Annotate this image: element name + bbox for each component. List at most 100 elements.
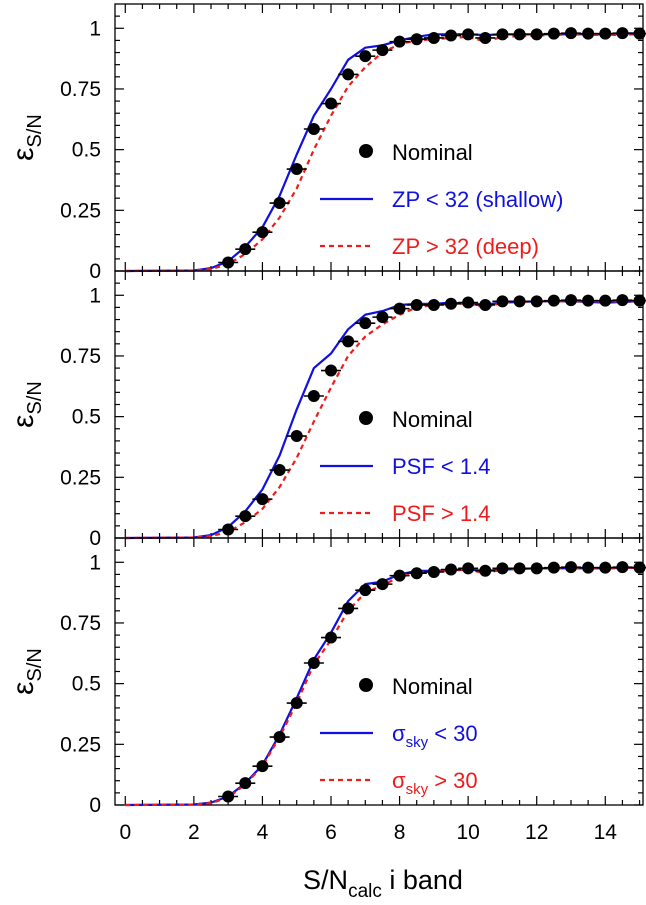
nominal-point	[290, 163, 303, 176]
legend-marker-nominal	[359, 678, 373, 692]
y-axis-symbol: ε	[7, 147, 40, 160]
legend-label-low: ZP < 32 (shallow)	[392, 187, 563, 212]
nominal-point	[496, 295, 509, 308]
nominal-point	[616, 561, 629, 574]
nominal-point	[633, 294, 646, 307]
nominal-point	[599, 27, 612, 40]
nominal-point	[547, 561, 560, 574]
nominal-point	[565, 294, 577, 307]
nominal-point	[462, 296, 475, 309]
y-axis-title: εS/N	[7, 381, 46, 428]
x-axis-subscript: calc	[348, 881, 382, 902]
x-tick-label: 2	[188, 821, 200, 844]
legend-suffix: > 1.4	[435, 501, 491, 526]
nominal-point	[359, 50, 372, 63]
y-tick-label: 0.75	[60, 345, 101, 368]
nominal-point	[307, 390, 320, 403]
series-line-low	[125, 300, 640, 540]
nominal-point	[530, 562, 543, 575]
y-tick-label: 0.5	[72, 673, 101, 696]
y-axis-symbol: ε	[7, 414, 40, 427]
legend-marker-nominal	[359, 144, 373, 158]
y-tick-label: 0	[89, 260, 101, 283]
nominal-point	[342, 68, 355, 81]
legend-subscript: sky	[406, 781, 429, 798]
legend-label-high: ZP > 32 (deep)	[392, 234, 539, 259]
nominal-point	[582, 27, 595, 40]
series-line-high	[125, 300, 640, 540]
legend-prefix: PSF	[392, 501, 435, 526]
nominal-point	[222, 256, 235, 269]
nominal-point	[307, 123, 320, 136]
nominal-point	[410, 567, 423, 580]
legend-suffix: < 32 (shallow)	[420, 187, 564, 212]
plot-frame	[114, 3, 644, 272]
nominal-point	[256, 226, 269, 239]
nominal-point	[427, 565, 440, 578]
plot-frame	[114, 537, 644, 806]
x-tick-label: 10	[456, 821, 479, 844]
nominal-point	[547, 27, 560, 40]
nominal-point	[290, 697, 303, 710]
nominal-point	[513, 562, 526, 575]
nominal-point	[239, 777, 252, 790]
legend-label-high: σsky > 30	[392, 768, 478, 798]
nominal-point	[427, 31, 440, 44]
legend-suffix: < 30	[428, 721, 478, 746]
nominal-point	[513, 28, 526, 41]
nominal-point	[479, 31, 492, 44]
y-axis-subscript: S/N	[24, 648, 46, 681]
nominal-point	[530, 295, 543, 308]
y-axis-subscript: S/N	[24, 381, 46, 414]
nominal-point	[376, 44, 389, 57]
nominal-point	[393, 569, 406, 582]
nominal-point	[479, 564, 492, 577]
nominal-point	[410, 298, 423, 311]
x-axis-title: S/Ncalc i band	[303, 865, 463, 902]
nominal-point	[239, 243, 252, 256]
x-tick-label: 8	[394, 821, 406, 844]
legend-suffix: < 1.4	[435, 454, 491, 479]
nominal-point	[393, 302, 406, 315]
x-tick-label: 12	[525, 821, 548, 844]
y-tick-label: 1	[89, 284, 101, 307]
legend-label-low: PSF < 1.4	[392, 454, 490, 479]
x-tick-label: 14	[594, 821, 618, 844]
nominal-point	[359, 317, 372, 330]
nominal-point	[582, 294, 595, 307]
y-axis-title: εS/N	[7, 114, 46, 161]
y-tick-label: 0	[89, 527, 101, 550]
nominal-point	[496, 562, 509, 575]
series-line-high	[125, 33, 640, 273]
nominal-point	[376, 578, 389, 591]
y-tick-label: 0.75	[60, 612, 101, 635]
nominal-point	[565, 561, 577, 574]
y-tick-label: 0.75	[60, 78, 101, 101]
legend-suffix: > 30	[428, 768, 478, 793]
nominal-point	[582, 561, 595, 574]
nominal-point	[222, 523, 235, 536]
nominal-point	[273, 197, 286, 210]
nominal-point	[616, 294, 629, 307]
nominal-point	[359, 584, 372, 597]
nominal-point	[427, 298, 440, 311]
legend-prefix: ZP	[392, 234, 420, 259]
nominal-point	[393, 35, 406, 48]
y-axis-symbol: ε	[7, 681, 40, 694]
nominal-point	[599, 294, 612, 307]
nominal-point	[410, 33, 423, 46]
y-tick-label: 0.25	[60, 466, 101, 489]
x-tick-label: 4	[257, 821, 269, 844]
legend-subscript: sky	[406, 734, 429, 751]
legend-label-nominal: Nominal	[392, 674, 473, 699]
nominal-point	[273, 464, 286, 477]
nominal-point	[273, 731, 286, 744]
nominal-point	[325, 97, 337, 110]
nominal-point	[342, 602, 355, 615]
x-axis-main: S/N	[303, 865, 348, 895]
legend-prefix: σ	[392, 768, 406, 793]
nominal-point	[445, 297, 457, 310]
